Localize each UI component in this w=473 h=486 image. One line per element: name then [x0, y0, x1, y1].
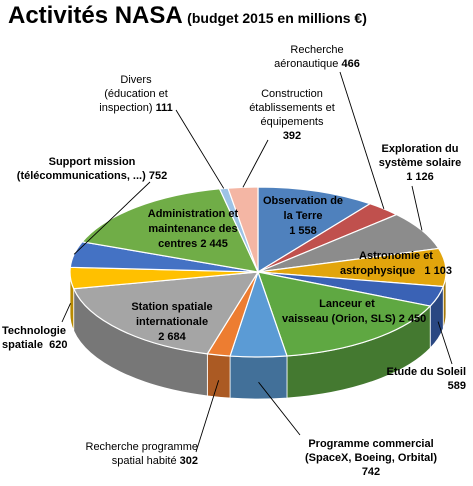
- label-value: 589: [447, 380, 466, 392]
- label-value: 1 103: [424, 265, 452, 277]
- label-line1: Station spatiale: [131, 301, 213, 313]
- label-line1: Astronomie et: [359, 250, 433, 262]
- label-value: 302: [179, 455, 198, 467]
- label-value: 392: [282, 130, 302, 142]
- label-line2: (SpaceX, Boeing, Orbital): [304, 452, 438, 464]
- label-line1: Etude du Soleil: [386, 366, 466, 378]
- slice-side-recherche-programme-spatial-habite: [206, 353, 231, 399]
- pie-tops: [69, 186, 447, 358]
- label-line1: Exploration du: [381, 143, 459, 155]
- label-value: 111: [155, 102, 173, 114]
- label-line1: Support mission: [48, 156, 136, 168]
- label-line1: Administration et: [147, 208, 239, 220]
- label-line2: la Terre: [283, 210, 323, 222]
- label-line1: Recherche: [290, 44, 344, 56]
- label-value: 742: [361, 466, 381, 478]
- chart-title: Activités NASA: [8, 2, 183, 29]
- slice-label-technologie-spatiale: Technologie spatiale 620: [2, 324, 82, 352]
- leader-line-divers-education-et-inspection: [175, 109, 225, 189]
- slice-label-recherche-aeronautique: Recherche aéronautique 466: [262, 43, 372, 71]
- label-line2: astrophysique: [340, 265, 416, 277]
- leader-line-construction-etablissements-et-equipements: [242, 139, 269, 188]
- chart-subtitle: (budget 2015 en millions €): [187, 10, 367, 26]
- leader-line-support-mission-telecommunications: [73, 181, 151, 255]
- slice-label-lanceur-vaisseau: Lanceur et vaisseau (Orion, SLS) 2 450: [282, 297, 426, 327]
- label-value: 2 684: [158, 331, 186, 343]
- label-line1: Recherche programme: [85, 441, 199, 453]
- label-line2: internationale: [135, 316, 209, 328]
- slice-label-station-spatiale: Station spatiale internationale 2 684: [112, 300, 232, 345]
- label-value: 752: [148, 170, 168, 182]
- leader-line-exploration-du-systeme-solaire: [411, 185, 423, 231]
- leader-line-recherche-aeronautique: [339, 71, 385, 210]
- slice-label-exploration-systeme-solaire: Exploration du système solaire 1 126: [368, 142, 472, 184]
- label-line1: Construction: [261, 88, 323, 100]
- leader-line-technologie-spatiale: [61, 303, 71, 323]
- label-value: 2 445: [200, 238, 228, 250]
- slice-station-spatiale-internationale: [72, 271, 260, 355]
- slice-observation-de-la-terre: [257, 186, 372, 274]
- label-line1: Technologie: [2, 325, 66, 337]
- slice-lanceur-et-vaisseau-orion-sls: [257, 271, 432, 357]
- slice-label-recherche-spatial-habite: Recherche programme spatial habité 302: [62, 440, 199, 468]
- label-line2: spatial habité: [111, 455, 177, 467]
- slice-side-programme-commercial-spacex-boeing-orbital: [229, 355, 288, 400]
- label-line1: Divers: [120, 74, 152, 86]
- leader-line-programme-commercial-spacex-boeing-orbital: [258, 381, 301, 436]
- chart-title-block: Activités NASA (budget 2015 en millions …: [8, 2, 367, 30]
- leader-line-recherche-programme-spatial-habite: [195, 380, 220, 453]
- label-line2: (télécommunications, ...): [16, 170, 146, 182]
- slice-label-divers: Divers (éducation et inspection) 111: [80, 73, 192, 115]
- slice-label-astronomie: Astronomie et astrophysique 1 103: [320, 249, 472, 279]
- slice-administration-et-maintenance-des-centres: [81, 188, 260, 273]
- label-line2: aéronautique: [274, 58, 339, 70]
- label-line2: système solaire: [378, 157, 462, 169]
- label-line2: spatiale: [2, 339, 43, 351]
- slice-label-observation-terre: Observation de la Terre 1 558: [248, 194, 358, 239]
- label-value: 1 558: [289, 225, 317, 237]
- label-value: 620: [49, 339, 68, 351]
- slice-label-support-mission: Support mission (télécommunications, ...…: [14, 155, 170, 183]
- leader-line-etude-du-soleil: [437, 321, 453, 365]
- label-value: 1 126: [406, 171, 434, 183]
- label-line1: Programme commercial: [308, 438, 434, 450]
- slice-label-etude-soleil: Etude du Soleil 589: [360, 365, 466, 393]
- leader-lines: [61, 71, 453, 453]
- label-line1: Observation de: [262, 195, 344, 207]
- slice-label-programme-commercial: Programme commercial (SpaceX, Boeing, Or…: [296, 437, 446, 479]
- label-line2: vaisseau (Orion, SLS): [282, 313, 396, 325]
- label-value: 2 450: [398, 313, 427, 325]
- slice-label-administration: Administration et maintenance des centre…: [128, 207, 258, 252]
- slice-label-construction: Construction établissements et équipemen…: [236, 87, 348, 143]
- label-line1: Lanceur et: [319, 298, 375, 310]
- label-value: 466: [341, 58, 360, 70]
